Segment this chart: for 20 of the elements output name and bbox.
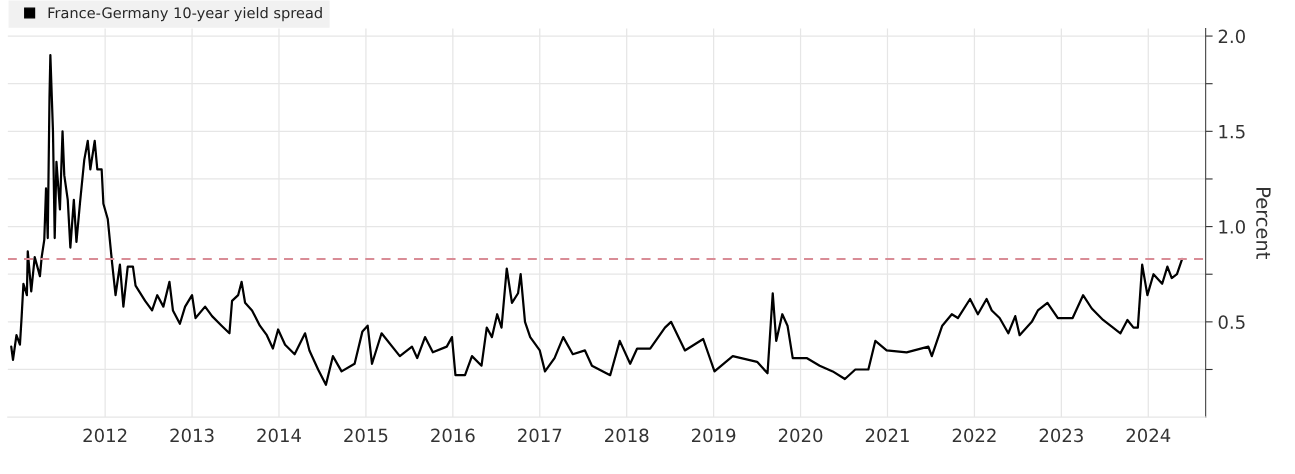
legend-label: France-Germany 10-year yield spread [48,7,322,22]
x-tick-label: 2014 [257,428,301,443]
x-tick-label: 2021 [865,428,909,443]
line-series [10,54,1184,386]
x-tick-label: 2015 [344,428,388,443]
x-tick-label: 2023 [1039,428,1083,443]
x-tick-label: 2017 [518,428,562,443]
y-tick-label: 2.0 [1218,29,1245,44]
x-tick-label: 2012 [83,428,127,443]
x-tick-label: 2022 [952,428,996,443]
y-tick-label: 1.5 [1219,125,1245,139]
x-tick-label: 2024 [1126,428,1171,443]
x-tick-label: 2019 [691,428,736,443]
x-tick-label: 2018 [605,428,649,443]
y-axis-title: Percent [1256,188,1271,259]
x-tick-label: 2013 [170,428,214,443]
x-tick-label: 2020 [778,428,823,443]
y-tick-label: 0.5 [1218,315,1245,329]
x-tick-label: 2016 [431,428,475,443]
y-tick-label: 1.0 [1219,220,1245,234]
